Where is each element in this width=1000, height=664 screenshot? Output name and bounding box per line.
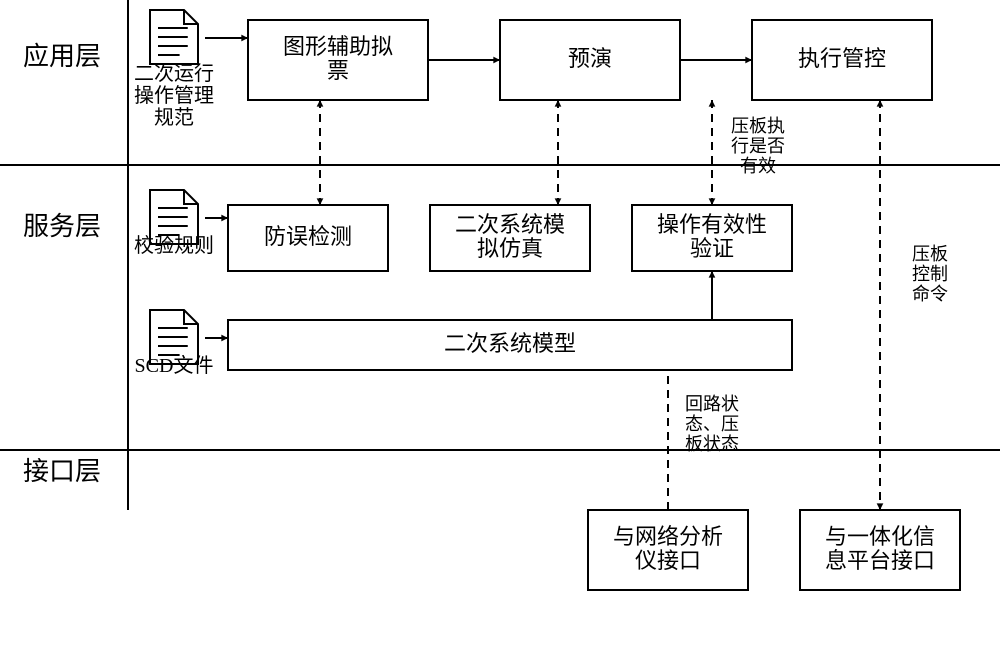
box-neti: 与网络分析仪接口: [588, 510, 748, 590]
svg-text:控制: 控制: [912, 264, 948, 284]
svg-text:规范: 规范: [154, 106, 194, 129]
svg-text:图形辅助拟: 图形辅助拟: [283, 34, 393, 59]
svg-text:拟仿真: 拟仿真: [477, 236, 543, 261]
box-exec: 执行管控: [752, 20, 932, 100]
doc-spec-icon: 二次运行操作管理规范: [134, 10, 214, 129]
svg-text:防误检测: 防误检测: [264, 224, 352, 249]
edge-label-valid_exec: 压板执行是否有效: [731, 116, 785, 176]
box-model: 二次系统模型: [228, 320, 792, 370]
svg-text:二次运行: 二次运行: [134, 62, 214, 85]
svg-text:命令: 命令: [912, 284, 948, 304]
doc-rules-icon: 校验规则: [134, 190, 214, 257]
svg-text:票: 票: [327, 58, 349, 83]
box-plati: 与一体化信息平台接口: [800, 510, 960, 590]
svg-text:预演: 预演: [568, 46, 612, 71]
svg-text:息平台接口: 息平台接口: [825, 548, 935, 573]
svg-text:与一体化信: 与一体化信: [825, 524, 935, 549]
box-sim: 二次系统模拟仿真: [430, 205, 590, 271]
svg-text:执行管控: 执行管控: [798, 46, 886, 71]
svg-text:行是否: 行是否: [731, 136, 785, 156]
svg-text:回路状: 回路状: [685, 394, 739, 414]
box-validate: 操作有效性验证: [632, 205, 792, 271]
svg-text:二次系统模型: 二次系统模型: [444, 331, 576, 356]
svg-text:操作管理: 操作管理: [134, 84, 214, 107]
svg-text:校验规则: 校验规则: [134, 234, 214, 257]
svg-text:压板: 压板: [912, 244, 948, 264]
svg-text:板状态: 板状态: [685, 434, 739, 454]
row-label-svc: 服务层: [23, 212, 101, 241]
edge-label-ctrl_cmd: 压板控制命令: [912, 244, 948, 304]
svg-text:验证: 验证: [690, 236, 734, 261]
svg-text:操作有效性: 操作有效性: [657, 212, 767, 237]
box-misdet: 防误检测: [228, 205, 388, 271]
row-label-app: 应用层: [23, 42, 101, 71]
svg-text:与网络分析: 与网络分析: [613, 524, 723, 549]
box-ticket: 图形辅助拟票: [248, 20, 428, 100]
svg-text:有效: 有效: [740, 156, 776, 176]
svg-text:压板执: 压板执: [731, 116, 785, 136]
box-preview: 预演: [500, 20, 680, 100]
svg-text:态、压: 态、压: [685, 414, 739, 434]
row-label-iface: 接口层: [23, 457, 101, 486]
svg-text:SCD文件: SCD文件: [135, 354, 214, 377]
doc-scd-icon: SCD文件: [135, 310, 214, 377]
svg-text:仪接口: 仪接口: [635, 548, 701, 573]
edge-label-loop_state: 回路状态、压板状态: [685, 394, 739, 454]
svg-text:二次系统模: 二次系统模: [455, 212, 565, 237]
